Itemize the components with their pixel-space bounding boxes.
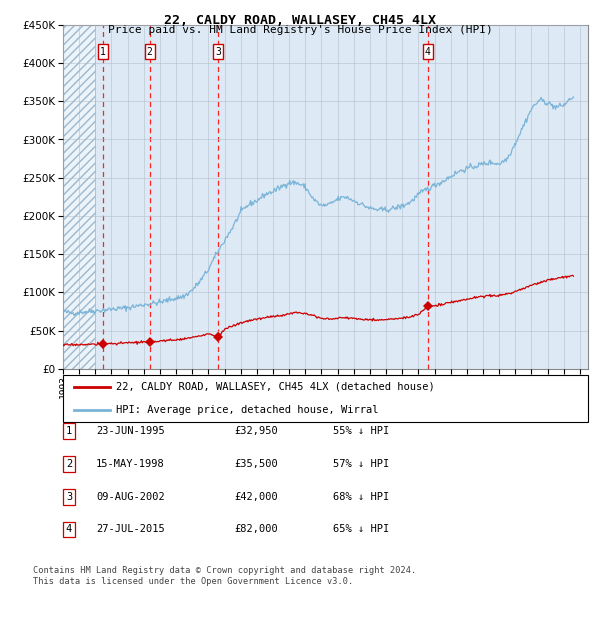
Text: 22, CALDY ROAD, WALLASEY, CH45 4LX: 22, CALDY ROAD, WALLASEY, CH45 4LX <box>164 14 436 27</box>
Text: 22, CALDY ROAD, WALLASEY, CH45 4LX (detached house): 22, CALDY ROAD, WALLASEY, CH45 4LX (deta… <box>115 382 434 392</box>
Text: 4: 4 <box>66 525 72 534</box>
Text: 55% ↓ HPI: 55% ↓ HPI <box>333 426 389 436</box>
Text: £32,950: £32,950 <box>234 426 278 436</box>
Bar <box>63 25 95 369</box>
Text: Price paid vs. HM Land Registry's House Price Index (HPI): Price paid vs. HM Land Registry's House … <box>107 25 493 35</box>
Text: HPI: Average price, detached house, Wirral: HPI: Average price, detached house, Wirr… <box>115 405 378 415</box>
Text: 68% ↓ HPI: 68% ↓ HPI <box>333 492 389 502</box>
Text: 65% ↓ HPI: 65% ↓ HPI <box>333 525 389 534</box>
Text: £35,500: £35,500 <box>234 459 278 469</box>
Text: 1: 1 <box>100 46 106 56</box>
Text: 27-JUL-2015: 27-JUL-2015 <box>96 525 165 534</box>
Text: 1: 1 <box>66 426 72 436</box>
Text: 3: 3 <box>66 492 72 502</box>
Text: 2: 2 <box>66 459 72 469</box>
Bar <box>63 25 95 369</box>
Text: £42,000: £42,000 <box>234 492 278 502</box>
Text: 23-JUN-1995: 23-JUN-1995 <box>96 426 165 436</box>
Text: This data is licensed under the Open Government Licence v3.0.: This data is licensed under the Open Gov… <box>33 577 353 586</box>
FancyBboxPatch shape <box>63 375 588 422</box>
Text: 57% ↓ HPI: 57% ↓ HPI <box>333 459 389 469</box>
Text: Contains HM Land Registry data © Crown copyright and database right 2024.: Contains HM Land Registry data © Crown c… <box>33 566 416 575</box>
Text: 3: 3 <box>215 46 221 56</box>
Text: 15-MAY-1998: 15-MAY-1998 <box>96 459 165 469</box>
Text: 2: 2 <box>147 46 152 56</box>
Text: 09-AUG-2002: 09-AUG-2002 <box>96 492 165 502</box>
Text: £82,000: £82,000 <box>234 525 278 534</box>
Text: 4: 4 <box>425 46 431 56</box>
